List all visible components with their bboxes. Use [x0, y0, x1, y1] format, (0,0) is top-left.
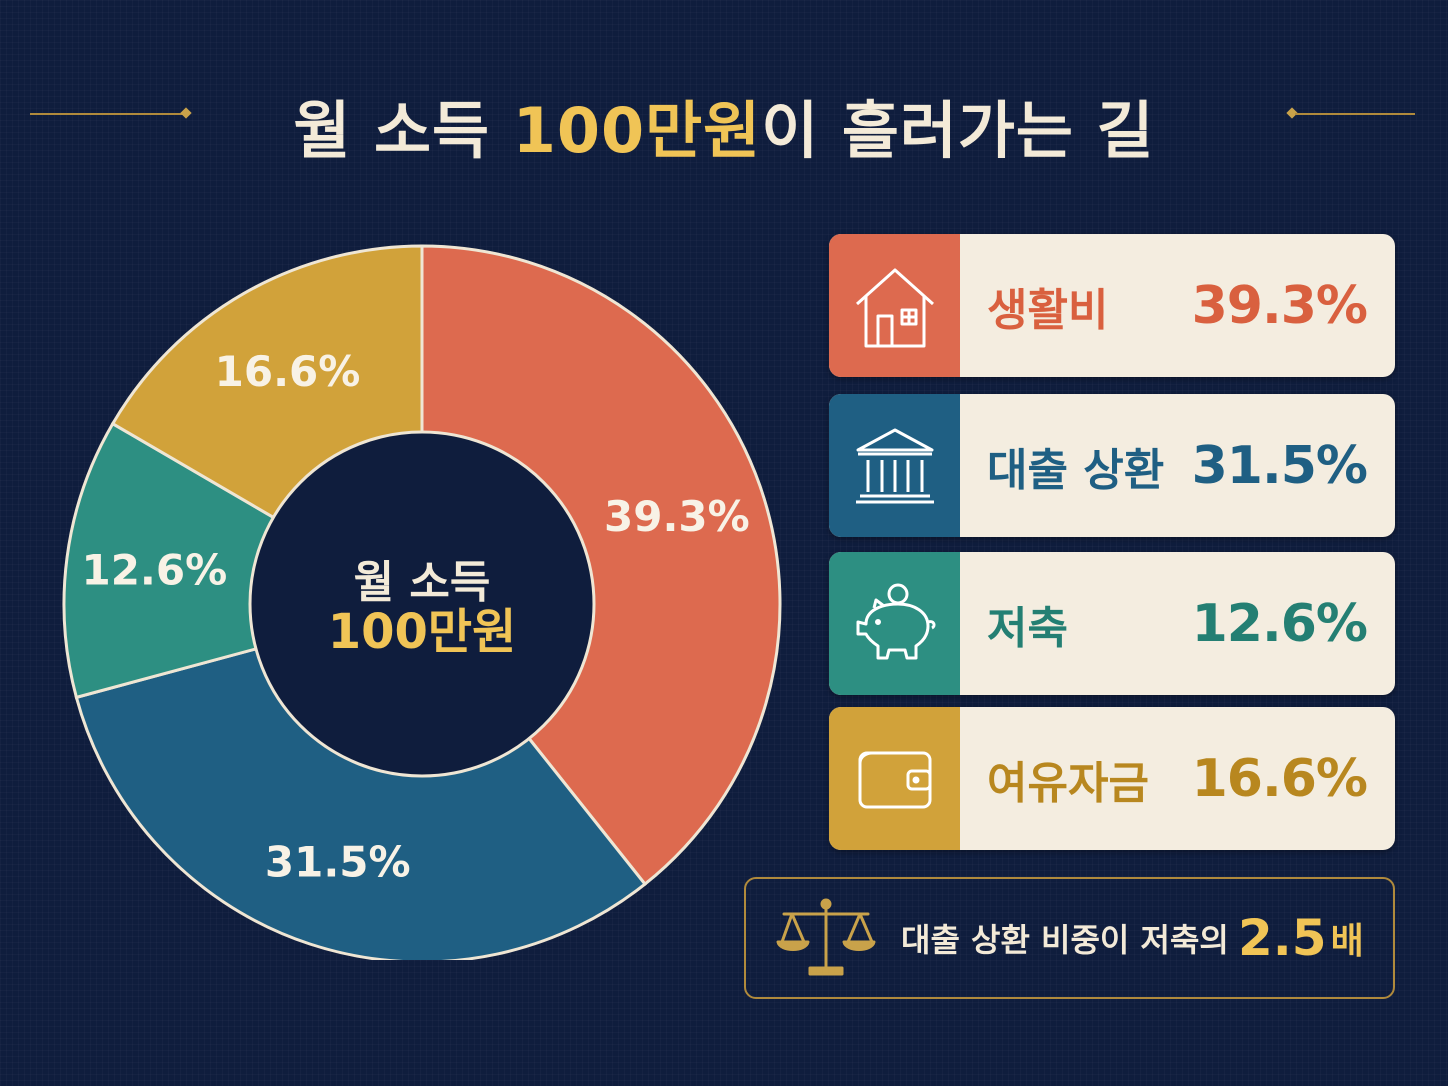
title-prefix: 월 소득: [293, 94, 513, 167]
legend-icon-box: [829, 707, 960, 850]
legend-card-savings: 저축 12.6%: [829, 552, 1395, 695]
legend-icon-box: [829, 234, 960, 377]
legend-icon-box: [829, 552, 960, 695]
slice-savings: [62, 421, 426, 700]
title-divider-right: [1295, 113, 1415, 115]
piggy-bank-icon: [856, 583, 936, 660]
legend-value: 39.3%: [1191, 275, 1368, 336]
legend-value: 31.5%: [1191, 435, 1368, 496]
slice-loan: [74, 602, 648, 960]
house-icon: [855, 268, 935, 348]
note-multiplier: 2.5: [1238, 909, 1327, 967]
slice-label-savings: 12.6%: [81, 545, 227, 594]
legend-icon-box: [829, 394, 960, 537]
legend-card-spare: 여유자금 16.6%: [829, 707, 1395, 850]
title-row: 월 소득 100만원이 흘러가는 길: [0, 62, 1448, 172]
slice-living: [420, 244, 782, 887]
center-label-line2: 100만원: [328, 604, 517, 660]
slice-label-spare: 16.6%: [215, 347, 361, 396]
title-divider-left: [30, 113, 185, 115]
note-value: 2.5 배: [1238, 877, 1364, 999]
scale-icon: [776, 898, 876, 976]
comparison-note: 대출 상환 비중이 저축의: [744, 877, 1395, 999]
chart-slices: [62, 244, 782, 960]
note-unit: 배: [1330, 921, 1364, 962]
note-text: 대출 상환 비중이 저축의: [901, 921, 1229, 959]
title-highlight: 100만원: [512, 94, 762, 167]
legend-value: 16.6%: [1191, 748, 1368, 809]
legend-label: 저축: [987, 602, 1068, 654]
legend-card-loan: 대출 상환 31.5%: [829, 394, 1395, 537]
title-suffix: 이 흘러가는 길: [761, 94, 1155, 167]
page-title: 월 소득 100만원이 흘러가는 길: [0, 80, 1448, 170]
slice-label-loan: 31.5%: [265, 838, 411, 887]
legend-label: 여유자금: [987, 757, 1149, 809]
chart-slice-labels: 39.3% 31.5% 12.6% 16.6%: [81, 347, 749, 887]
legend-label: 대출 상환: [987, 444, 1165, 496]
bank-icon: [856, 428, 934, 504]
legend-label: 생활비: [987, 284, 1109, 336]
legend-card-living: 생활비 39.3%: [829, 234, 1395, 377]
slice-label-living: 39.3%: [604, 492, 750, 541]
legend-value: 12.6%: [1191, 593, 1368, 654]
wallet-icon: [858, 751, 932, 809]
donut-chart: 39.3% 31.5% 12.6% 16.6% 월 소득 100만원: [62, 244, 782, 960]
center-label-line1: 월 소득: [354, 557, 491, 608]
donut-hole: [248, 430, 596, 778]
